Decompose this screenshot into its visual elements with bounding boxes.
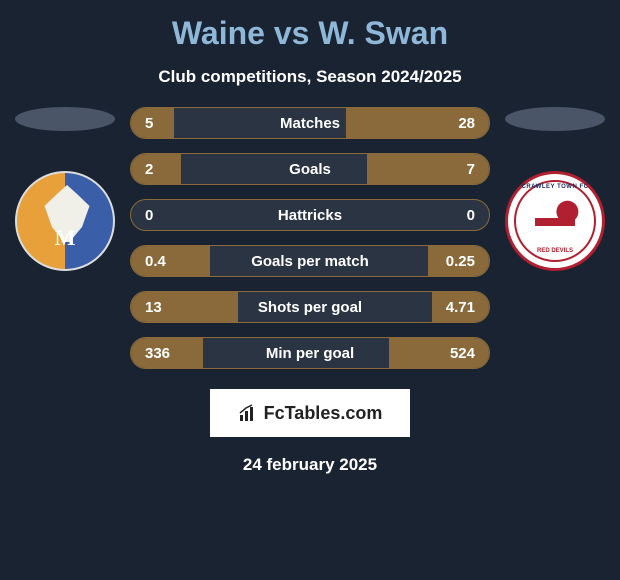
stat-row-gpm: 0.4 Goals per match 0.25 [130, 245, 490, 277]
right-player-ellipse [505, 107, 605, 131]
stat-row-mpg: 336 Min per goal 524 [130, 337, 490, 369]
stat-label: Min per goal [131, 345, 489, 362]
crawley-text-bottom: RED DEVILS [508, 248, 602, 254]
stat-value-right: 4.71 [446, 299, 475, 316]
stat-label: Hattricks [131, 207, 489, 224]
mansfield-letter: M [55, 225, 76, 251]
stat-label: Shots per goal [131, 299, 489, 316]
fctables-link[interactable]: FcTables.com [210, 389, 410, 437]
stat-value-right: 0 [467, 207, 475, 224]
page-title: Waine vs W. Swan [172, 15, 448, 52]
stat-label: Goals per match [131, 253, 489, 270]
stat-row-goals: 2 Goals 7 [130, 153, 490, 185]
stat-row-matches: 5 Matches 28 [130, 107, 490, 139]
right-team-badge[interactable]: CRAWLEY TOWN FC RED DEVILS [505, 171, 605, 271]
brand-text: FcTables.com [264, 403, 383, 424]
date-line: 24 february 2025 [243, 455, 377, 475]
left-team-badge[interactable]: M [15, 171, 115, 271]
stat-value-right: 524 [450, 345, 475, 362]
left-player-ellipse [15, 107, 115, 131]
stat-value-right: 0.25 [446, 253, 475, 270]
chart-icon [238, 403, 258, 423]
stats-column: 5 Matches 28 2 Goals 7 0 Hattricks 0 [120, 107, 500, 369]
stat-row-spg: 13 Shots per goal 4.71 [130, 291, 490, 323]
stat-label: Matches [131, 115, 489, 132]
main-row: M 5 Matches 28 2 Goals 7 0 [0, 107, 620, 369]
comparison-card: Waine vs W. Swan Club competitions, Seas… [0, 0, 620, 485]
subtitle: Club competitions, Season 2024/2025 [158, 67, 461, 87]
stat-label: Goals [131, 161, 489, 178]
left-column: M [10, 107, 120, 271]
stat-value-right: 28 [458, 115, 475, 132]
right-column: CRAWLEY TOWN FC RED DEVILS [500, 107, 610, 271]
crawley-banner [535, 218, 575, 226]
crawley-inner [524, 190, 586, 252]
stat-value-right: 7 [467, 161, 475, 178]
stat-row-hattricks: 0 Hattricks 0 [130, 199, 490, 231]
